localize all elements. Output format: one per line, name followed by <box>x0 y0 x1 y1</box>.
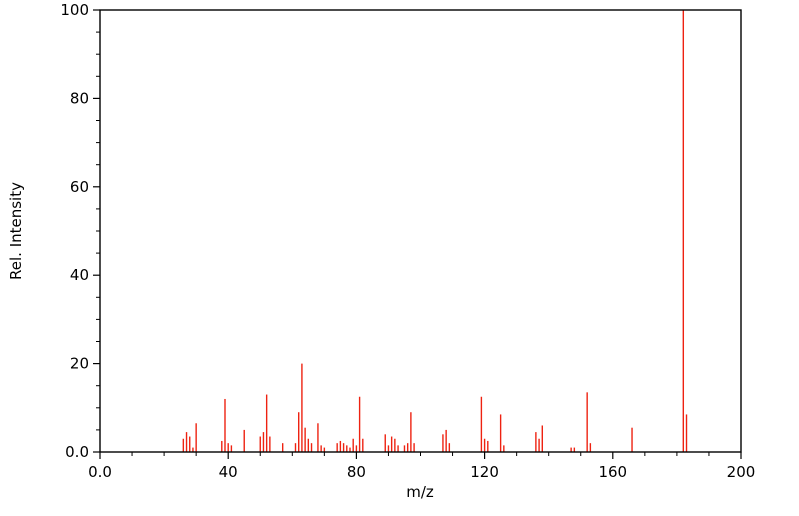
x-axis-label: m/z <box>406 483 434 501</box>
y-tick-label: 0.0 <box>65 443 89 461</box>
plot-frame <box>99 9 742 453</box>
x-tick-label: 160 <box>598 463 627 481</box>
y-tick-label: 80 <box>70 89 89 107</box>
y-tick-label: 100 <box>60 1 89 19</box>
y-tick-label: 40 <box>70 266 89 284</box>
x-tick-label: 120 <box>470 463 499 481</box>
x-tick-label: 80 <box>347 463 366 481</box>
y-tick-label: 60 <box>70 178 89 196</box>
y-axis-label: Rel. Intensity <box>7 182 25 280</box>
y-tick-label: 20 <box>70 355 89 373</box>
x-tick-label: 0.0 <box>88 463 112 481</box>
x-tick-label: 200 <box>727 463 756 481</box>
x-tick-label: 40 <box>219 463 238 481</box>
